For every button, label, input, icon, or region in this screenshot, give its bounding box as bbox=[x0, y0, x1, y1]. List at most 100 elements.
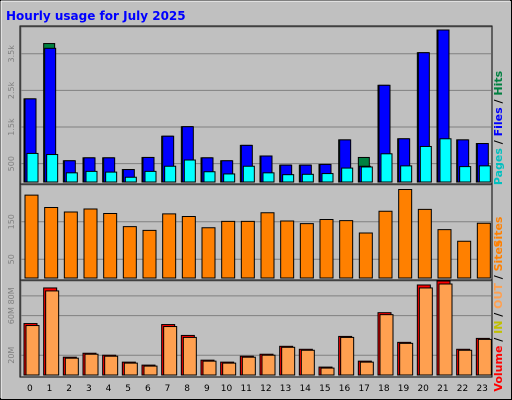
x-tick-label: 21 bbox=[437, 384, 448, 394]
pages-bar bbox=[85, 170, 98, 183]
x-tick-label: 15 bbox=[319, 384, 330, 394]
axis-label-part: / bbox=[492, 136, 505, 148]
y-tick-label: 20M bbox=[7, 347, 16, 364]
x-tick-label: 0 bbox=[27, 384, 33, 394]
out-bar bbox=[182, 336, 197, 376]
x-tick-label: 8 bbox=[184, 384, 190, 394]
pages-bar bbox=[183, 159, 196, 183]
sites-bar bbox=[103, 213, 118, 279]
axis-label: Volume / IN / OUT / Sites bbox=[492, 240, 505, 392]
sites-bar bbox=[221, 220, 236, 279]
y-tick-label: 3.5k bbox=[7, 45, 16, 63]
out-bar bbox=[202, 360, 217, 376]
pages-bar bbox=[164, 165, 177, 183]
pages-bar bbox=[46, 154, 59, 183]
out-bar bbox=[241, 356, 256, 376]
pages-bar bbox=[321, 173, 334, 183]
hour-axis: 0 1 2 3 4 5 6 7 8 9 10 11 12 13 14 15 16 17 18 19 20 21 22 23 bbox=[27, 384, 488, 394]
pages-bar bbox=[223, 173, 236, 183]
pages-bar bbox=[380, 153, 393, 183]
pages-bar bbox=[262, 172, 275, 183]
out-bar bbox=[143, 365, 158, 376]
out-bar bbox=[123, 362, 138, 376]
out-bar bbox=[438, 283, 453, 376]
sites-bar bbox=[319, 219, 334, 279]
y-label-pages-files-hits: Pages / Files / Hits bbox=[492, 70, 505, 185]
x-tick-label: 14 bbox=[299, 384, 311, 394]
y-tick-label: 50 bbox=[7, 254, 16, 264]
axis-label-part: / bbox=[492, 271, 505, 283]
axis-label-part: Sites bbox=[492, 216, 505, 247]
x-tick-label: 9 bbox=[204, 384, 210, 394]
pages-bar bbox=[478, 165, 491, 183]
pages-bar bbox=[144, 170, 157, 183]
sites-panel: 50 150 bbox=[7, 183, 493, 281]
y-tick-label: 150 bbox=[7, 214, 16, 229]
out-bar bbox=[84, 353, 99, 376]
hits-files-pages-panel: 500 1.5k 2.5k 3.5k bbox=[7, 25, 493, 185]
sites-bar bbox=[142, 229, 157, 279]
axis-label-part: Sites bbox=[492, 240, 505, 271]
out-bar bbox=[477, 338, 492, 376]
y-tick-label: 80M bbox=[7, 287, 16, 304]
pages-bar bbox=[105, 171, 118, 183]
out-bar bbox=[45, 290, 60, 376]
out-bar bbox=[25, 325, 40, 376]
sites-bar bbox=[299, 223, 314, 279]
sites-bar bbox=[63, 211, 78, 279]
sites-bar bbox=[162, 213, 177, 279]
x-tick-label: 20 bbox=[417, 384, 429, 394]
out-bar bbox=[379, 314, 394, 376]
sites-bar bbox=[240, 220, 255, 279]
x-tick-label: 11 bbox=[240, 384, 251, 394]
pages-bar bbox=[459, 166, 472, 183]
sites-bar bbox=[83, 208, 98, 279]
plot-area bbox=[19, 25, 493, 185]
x-tick-label: 1 bbox=[47, 384, 53, 394]
x-tick-label: 10 bbox=[221, 384, 233, 394]
x-tick-label: 6 bbox=[145, 384, 151, 394]
axis-label-part: / bbox=[492, 96, 505, 108]
out-bar bbox=[261, 354, 276, 376]
out-bar bbox=[458, 349, 473, 376]
out-bar bbox=[320, 367, 335, 376]
out-bar bbox=[399, 342, 414, 376]
x-tick-label: 3 bbox=[86, 384, 92, 394]
x-tick-label: 2 bbox=[66, 384, 72, 394]
x-tick-label: 19 bbox=[398, 384, 410, 394]
pages-bar bbox=[203, 171, 216, 183]
out-bar bbox=[104, 355, 119, 376]
axis-label-part: IN bbox=[492, 321, 505, 334]
pages-bar bbox=[65, 172, 78, 183]
pages-bar bbox=[26, 152, 39, 183]
axis-label-part: Files bbox=[492, 107, 505, 137]
sites-bar bbox=[398, 189, 413, 279]
y-tick-label: 1.5k bbox=[7, 118, 16, 136]
axis-label-part: Pages bbox=[492, 148, 505, 186]
out-bar bbox=[222, 362, 237, 376]
y-label-volume-in-out: Volume / IN / OUT / Sites bbox=[492, 240, 505, 392]
sites-bar bbox=[417, 208, 432, 279]
out-bar bbox=[340, 336, 355, 376]
sites-bar bbox=[339, 220, 354, 279]
x-tick-label: 23 bbox=[476, 384, 487, 394]
sites-bar bbox=[24, 194, 39, 279]
pages-bar bbox=[419, 145, 432, 183]
sites-bar bbox=[280, 220, 295, 279]
pages-bar bbox=[301, 173, 314, 183]
sites-bar bbox=[44, 207, 59, 279]
y-label-sites: Sites bbox=[492, 216, 505, 247]
x-tick-label: 12 bbox=[260, 384, 271, 394]
out-bar bbox=[163, 326, 178, 376]
volume-panel: 20M 60M 80M bbox=[7, 279, 493, 378]
axis-label-part: / bbox=[492, 334, 505, 346]
pages-bar bbox=[360, 166, 373, 183]
x-tick-label: 7 bbox=[165, 384, 171, 394]
sites-bar bbox=[476, 222, 491, 279]
axis-label-part: Hits bbox=[492, 70, 505, 95]
x-tick-label: 17 bbox=[358, 384, 369, 394]
chart-title: Hourly usage for July 2025 bbox=[6, 9, 186, 23]
axis-label-part: / bbox=[492, 309, 505, 321]
x-tick-label: 18 bbox=[378, 384, 390, 394]
out-bar bbox=[359, 361, 374, 376]
